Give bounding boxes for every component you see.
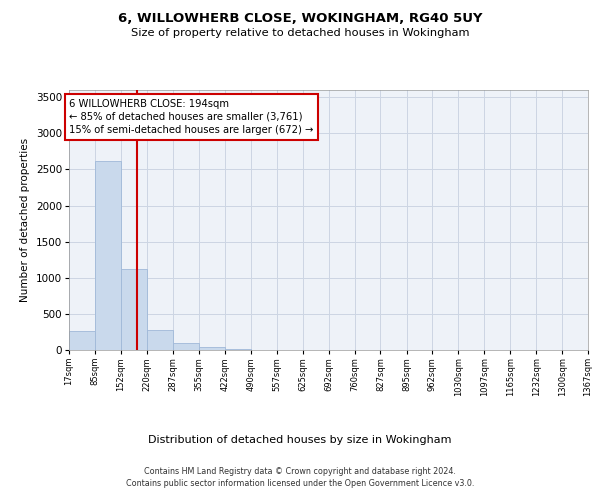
Bar xyxy=(147,330,173,350)
Text: Size of property relative to detached houses in Wokingham: Size of property relative to detached ho… xyxy=(131,28,469,38)
Text: 6, WILLOWHERB CLOSE, WOKINGHAM, RG40 5UY: 6, WILLOWHERB CLOSE, WOKINGHAM, RG40 5UY xyxy=(118,12,482,26)
Text: Contains public sector information licensed under the Open Government Licence v3: Contains public sector information licen… xyxy=(126,479,474,488)
Bar xyxy=(173,343,199,350)
Y-axis label: Number of detached properties: Number of detached properties xyxy=(20,138,30,302)
Bar xyxy=(69,330,95,350)
Bar xyxy=(95,161,121,350)
Text: Distribution of detached houses by size in Wokingham: Distribution of detached houses by size … xyxy=(148,435,452,445)
Bar xyxy=(121,269,147,350)
Text: 6 WILLOWHERB CLOSE: 194sqm
← 85% of detached houses are smaller (3,761)
15% of s: 6 WILLOWHERB CLOSE: 194sqm ← 85% of deta… xyxy=(69,98,313,135)
Bar xyxy=(199,347,224,350)
Text: Contains HM Land Registry data © Crown copyright and database right 2024.: Contains HM Land Registry data © Crown c… xyxy=(144,468,456,476)
